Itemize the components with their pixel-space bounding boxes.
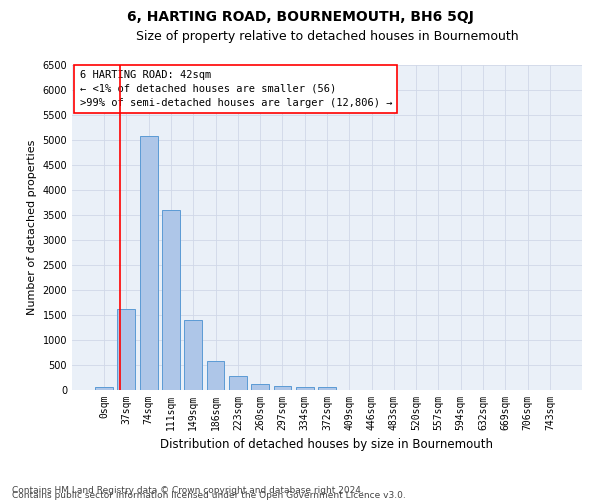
Bar <box>274 386 292 390</box>
Bar <box>206 361 224 390</box>
Text: Contains HM Land Registry data © Crown copyright and database right 2024.: Contains HM Land Registry data © Crown c… <box>12 486 364 495</box>
Bar <box>95 387 113 390</box>
Title: Size of property relative to detached houses in Bournemouth: Size of property relative to detached ho… <box>136 30 518 43</box>
Bar <box>318 387 336 390</box>
Bar <box>184 320 202 390</box>
Text: 6, HARTING ROAD, BOURNEMOUTH, BH6 5QJ: 6, HARTING ROAD, BOURNEMOUTH, BH6 5QJ <box>127 10 473 24</box>
Bar <box>251 384 269 390</box>
X-axis label: Distribution of detached houses by size in Bournemouth: Distribution of detached houses by size … <box>161 438 493 452</box>
Bar <box>140 136 158 390</box>
Bar <box>162 210 180 390</box>
Text: Contains public sector information licensed under the Open Government Licence v3: Contains public sector information licen… <box>12 491 406 500</box>
Text: 6 HARTING ROAD: 42sqm
← <1% of detached houses are smaller (56)
>99% of semi-det: 6 HARTING ROAD: 42sqm ← <1% of detached … <box>80 70 392 108</box>
Bar <box>229 376 247 390</box>
Y-axis label: Number of detached properties: Number of detached properties <box>27 140 37 315</box>
Bar <box>118 308 136 390</box>
Bar <box>296 387 314 390</box>
